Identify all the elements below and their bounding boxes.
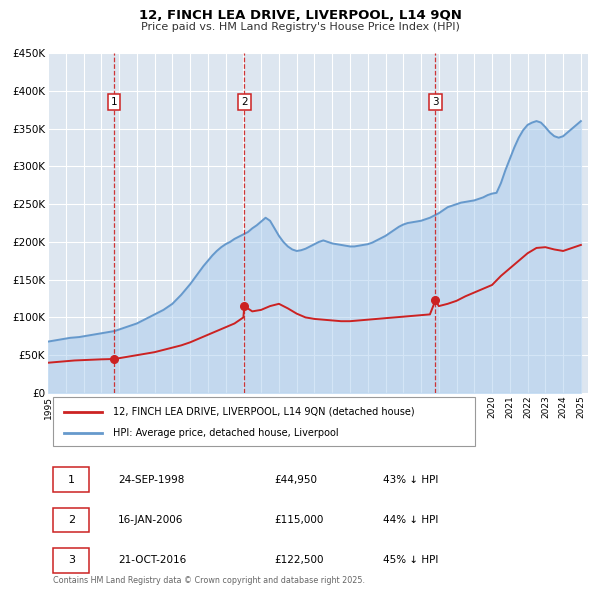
Text: 1: 1 [68, 475, 75, 485]
Text: £115,000: £115,000 [275, 515, 324, 525]
Text: 24-SEP-1998: 24-SEP-1998 [118, 475, 185, 485]
Text: 2: 2 [68, 515, 75, 525]
Text: 2: 2 [241, 97, 248, 107]
Text: 1: 1 [111, 97, 118, 107]
Text: 45% ↓ HPI: 45% ↓ HPI [383, 555, 438, 565]
Text: 12, FINCH LEA DRIVE, LIVERPOOL, L14 9QN (detached house): 12, FINCH LEA DRIVE, LIVERPOOL, L14 9QN … [113, 407, 415, 417]
FancyBboxPatch shape [53, 467, 89, 492]
Text: 3: 3 [432, 97, 439, 107]
Text: Price paid vs. HM Land Registry's House Price Index (HPI): Price paid vs. HM Land Registry's House … [140, 22, 460, 32]
Text: HPI: Average price, detached house, Liverpool: HPI: Average price, detached house, Live… [113, 428, 338, 438]
Text: 3: 3 [68, 555, 75, 565]
Text: £122,500: £122,500 [275, 555, 324, 565]
Text: Contains HM Land Registry data © Crown copyright and database right 2025.: Contains HM Land Registry data © Crown c… [53, 576, 365, 585]
Text: 43% ↓ HPI: 43% ↓ HPI [383, 475, 438, 485]
Text: 21-OCT-2016: 21-OCT-2016 [118, 555, 187, 565]
Text: 16-JAN-2006: 16-JAN-2006 [118, 515, 184, 525]
FancyBboxPatch shape [53, 507, 89, 533]
Text: 12, FINCH LEA DRIVE, LIVERPOOL, L14 9QN: 12, FINCH LEA DRIVE, LIVERPOOL, L14 9QN [139, 9, 461, 22]
Text: £44,950: £44,950 [275, 475, 318, 485]
FancyBboxPatch shape [53, 396, 475, 447]
FancyBboxPatch shape [53, 548, 89, 573]
Text: 44% ↓ HPI: 44% ↓ HPI [383, 515, 438, 525]
